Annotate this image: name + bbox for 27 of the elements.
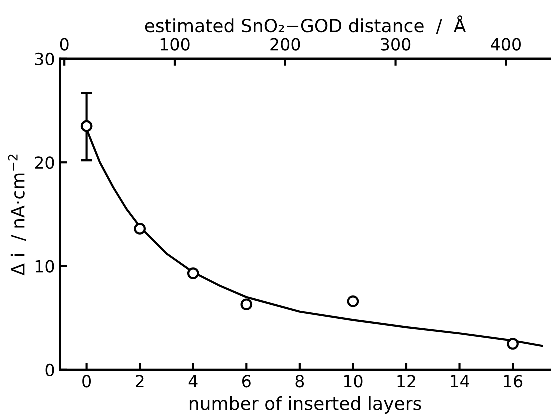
x-tick-label: 12: [398, 375, 416, 388]
x-axis-title: number of inserted layers: [190, 396, 422, 414]
x2-tick-label: 200: [270, 38, 300, 51]
x2-tick-label: 300: [381, 38, 411, 51]
x-tick-label: 4: [188, 375, 198, 388]
point: [507, 338, 519, 350]
point: [187, 268, 200, 280]
x-tick-label: 10: [344, 375, 363, 388]
x-tick-label: 16: [504, 375, 523, 388]
x-tick-label: 0: [82, 375, 92, 388]
point: [80, 120, 93, 132]
x-tick-label: 6: [242, 375, 251, 388]
y-tick-label: 10: [36, 260, 54, 273]
x2-tick-label: 400: [491, 38, 521, 51]
x2-tick-label: 0: [60, 38, 69, 51]
x-tick-label: 8: [296, 375, 304, 388]
point: [347, 296, 360, 308]
x-tick-label: 2: [136, 375, 144, 388]
y-tick-label: 0: [46, 364, 54, 376]
x2-axis-title: estimated SnO₂−GOD distance ∕ Å: [145, 16, 466, 34]
x-tick-label: 14: [450, 375, 470, 388]
x2-tick-label: 100: [160, 38, 190, 51]
point: [240, 298, 253, 311]
point: [134, 223, 146, 235]
y-tick-label: 20: [35, 156, 54, 170]
y-axis-title: Δ i ∕ nA·cm$^{−2}$: [8, 154, 26, 276]
y-tick-label: 30: [35, 52, 54, 66]
